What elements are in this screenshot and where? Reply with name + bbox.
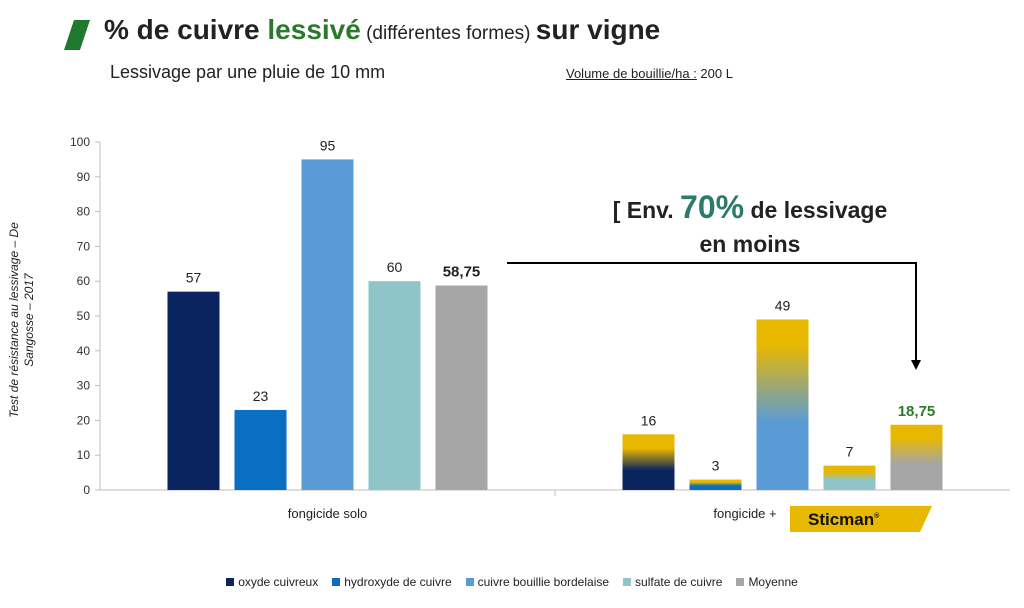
data-label-cuivre-bouillie-bordelaise-1: 95 [320, 137, 336, 153]
legend-item-oxyde-cuivreux: oxyde cuivreux [226, 575, 318, 589]
bar-moyenne-2 [890, 424, 943, 490]
data-label-hydroxyde-de-cuivre-1: 23 [253, 388, 269, 404]
y-tick-label: 50 [77, 309, 91, 323]
sticman-logo: Sticman® [790, 506, 932, 532]
svg-text:Sticman®: Sticman® [808, 510, 880, 529]
data-label-cuivre-bouillie-bordelaise-2: 49 [775, 297, 791, 313]
x-category-label-2: fongicide + [713, 506, 776, 521]
legend-item-hydroxyde-de-cuivre: hydroxyde de cuivre [332, 575, 452, 589]
y-tick-label: 80 [77, 205, 91, 219]
annotation-percent: 70% [680, 189, 745, 225]
annotation-arrow [507, 262, 917, 360]
legend-item-cuivre-bouillie-bordelaise: cuivre bouillie bordelaise [465, 575, 610, 589]
y-tick-label: 60 [77, 274, 91, 288]
data-label-moyenne-1: 58,75 [443, 264, 481, 281]
bar-sulfate-de-cuivre-1 [368, 281, 421, 490]
legend-label: oxyde cuivreux [238, 575, 319, 589]
bar-oxyde-cuivreux-2 [622, 434, 675, 490]
legend-swatch [226, 578, 235, 586]
y-tick-label: 20 [77, 413, 91, 427]
data-label-moyenne-2: 18,75 [898, 403, 936, 420]
bar-oxyde-cuivreux-1 [167, 291, 220, 490]
legend-swatch [623, 578, 632, 586]
title-part1: % de cuivre [104, 14, 268, 45]
legend-item-moyenne: Moyenne [736, 575, 798, 589]
y-tick-label: 0 [83, 483, 90, 497]
y-tick-label: 90 [77, 170, 91, 184]
legend-label: hydroxyde de cuivre [344, 575, 452, 589]
annotation-prefix: [ Env. [612, 197, 681, 223]
annotation-line1: de lessivage [744, 197, 888, 223]
bar-hydroxyde-de-cuivre-2 [689, 479, 742, 490]
title-highlight: lessivé [267, 14, 361, 45]
legend-label: cuivre bouillie bordelaise [477, 575, 610, 589]
legend-label: Moyenne [748, 575, 798, 589]
bar-sulfate-de-cuivre-2 [823, 465, 876, 490]
y-tick-label: 70 [77, 239, 91, 253]
y-tick-label: 40 [77, 344, 91, 358]
annotation-line2: en moins [699, 231, 801, 257]
logo-slash-mark [64, 20, 90, 50]
legend-swatch [465, 578, 474, 586]
data-label-oxyde-cuivreux-2: 16 [641, 412, 657, 428]
y-tick-label: 100 [70, 135, 90, 149]
x-category-label-1: fongicide solo [288, 506, 368, 521]
legend-swatch [736, 578, 745, 586]
y-tick-label: 10 [77, 448, 91, 462]
bar-hydroxyde-de-cuivre-1 [234, 409, 287, 490]
volume-label: Volume de bouillie/ha : [566, 66, 697, 81]
bar-cuivre-bouillie-bordelaise-2 [756, 319, 809, 490]
title-small: (différentes formes) [360, 23, 536, 44]
legend-swatch [332, 578, 341, 586]
page-title: % de cuivre lessivé (différentes formes)… [104, 14, 660, 46]
legend-label: sulfate de cuivre [635, 575, 723, 589]
volume-value: 200 L [696, 66, 733, 81]
annotation-arrowhead [911, 360, 921, 370]
subtitle: Lessivage par une pluie de 10 mm [110, 62, 386, 82]
bar-cuivre-bouillie-bordelaise-1 [301, 159, 354, 490]
data-label-oxyde-cuivreux-1: 57 [186, 270, 202, 286]
volume-info: Volume de bouillie/ha : 200 L [566, 66, 733, 81]
data-label-hydroxyde-de-cuivre-2: 3 [712, 458, 720, 474]
legend-item-sulfate-de-cuivre: sulfate de cuivre [623, 575, 722, 589]
bar-moyenne-1 [435, 285, 488, 490]
chart-legend: oxyde cuivreux hydroxyde de cuivre cuivre … [0, 575, 1024, 589]
title-part2: sur vigne [535, 14, 661, 45]
y-tick-label: 30 [77, 379, 91, 393]
data-label-sulfate-de-cuivre-2: 7 [846, 444, 854, 460]
data-label-sulfate-de-cuivre-1: 60 [387, 259, 403, 275]
annotation-text: [ Env. 70% de lessivage en moins [600, 190, 900, 261]
